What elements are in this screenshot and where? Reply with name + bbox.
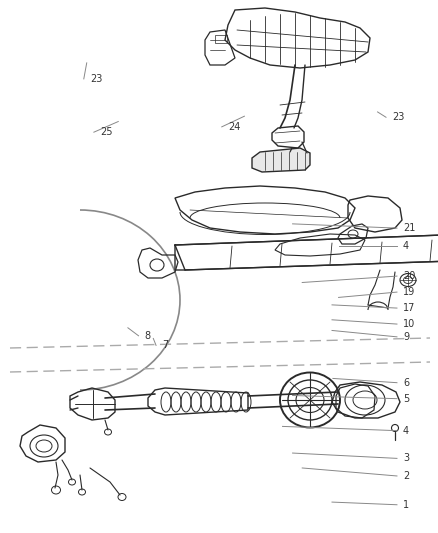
Text: 20: 20	[403, 271, 415, 281]
Text: 8: 8	[145, 331, 151, 341]
Text: 5: 5	[403, 394, 409, 403]
Text: 4: 4	[403, 426, 409, 435]
Text: 3: 3	[403, 454, 409, 463]
Text: 24: 24	[228, 122, 240, 132]
Polygon shape	[252, 148, 310, 172]
Text: 4: 4	[403, 241, 409, 251]
Text: 1: 1	[403, 500, 409, 510]
Text: 25: 25	[100, 127, 113, 137]
Text: 17: 17	[403, 303, 415, 313]
Text: 9: 9	[403, 332, 409, 342]
Text: 6: 6	[403, 378, 409, 387]
Text: 23: 23	[392, 112, 404, 122]
Text: 21: 21	[403, 223, 415, 233]
Text: 23: 23	[90, 74, 102, 84]
Text: 19: 19	[403, 287, 415, 297]
Text: 10: 10	[403, 319, 415, 329]
Bar	[215, 35, 227, 43]
Text: 7: 7	[162, 341, 168, 350]
Text: 2: 2	[403, 471, 409, 481]
